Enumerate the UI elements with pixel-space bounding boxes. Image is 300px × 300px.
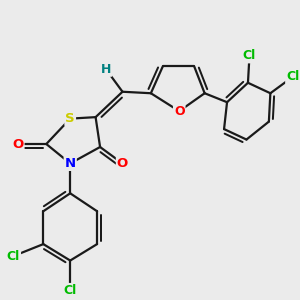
Text: O: O [174,105,184,118]
Text: O: O [12,137,23,151]
Text: H: H [101,63,111,76]
Text: N: N [64,157,76,170]
Text: Cl: Cl [7,250,20,262]
Text: Cl: Cl [243,50,256,62]
Text: Cl: Cl [286,70,299,83]
Text: Cl: Cl [64,284,77,297]
Text: S: S [65,112,75,125]
Text: O: O [117,157,128,170]
